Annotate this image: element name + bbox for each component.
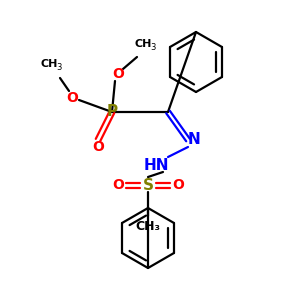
Text: O: O bbox=[172, 178, 184, 192]
Text: O: O bbox=[112, 67, 124, 81]
Text: 3: 3 bbox=[150, 44, 156, 52]
Text: O: O bbox=[112, 178, 124, 192]
Text: CH: CH bbox=[134, 39, 152, 49]
Text: 3: 3 bbox=[56, 64, 62, 73]
Text: CH₃: CH₃ bbox=[136, 220, 160, 232]
Text: CH: CH bbox=[40, 59, 58, 69]
Text: O: O bbox=[66, 91, 78, 105]
Text: P: P bbox=[106, 104, 118, 119]
Text: O: O bbox=[92, 140, 104, 154]
Text: S: S bbox=[142, 178, 154, 193]
Text: HN: HN bbox=[143, 158, 169, 173]
Text: N: N bbox=[188, 133, 200, 148]
